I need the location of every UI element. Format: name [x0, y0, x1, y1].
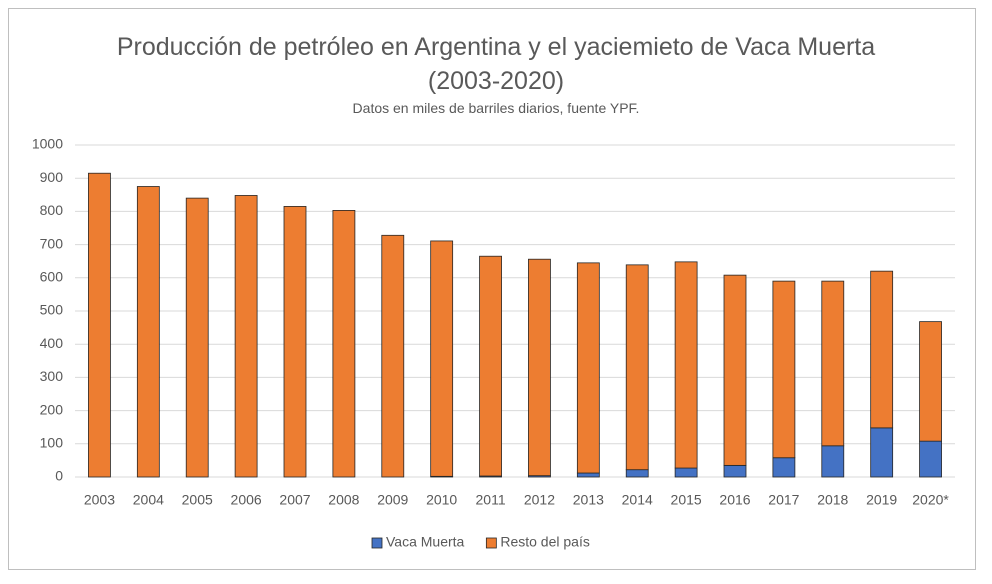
x-tick-label: 2007 — [279, 492, 310, 508]
x-tick-label: 2012 — [524, 492, 555, 508]
x-tick-label: 2011 — [476, 492, 506, 508]
bar-segment — [625, 469, 649, 478]
chart-subtitle: Datos en miles de barriles diarios, fuen… — [352, 100, 640, 116]
bar-segment — [234, 195, 258, 478]
x-tick-label: 2015 — [671, 492, 702, 508]
bar-segment — [576, 262, 600, 474]
bar-segment — [821, 445, 845, 478]
x-tick-label: 2010 — [426, 492, 457, 508]
x-tick-label: 2016 — [719, 492, 750, 508]
bar-segment — [772, 457, 796, 478]
y-tick-label: 1000 — [32, 136, 63, 152]
y-tick-label: 400 — [40, 335, 64, 351]
bar-segment — [528, 258, 551, 477]
x-tick-label: 2014 — [622, 492, 653, 508]
bar-segment — [870, 427, 894, 478]
y-tick-label: 200 — [40, 401, 64, 417]
bar-segment — [283, 206, 307, 478]
y-tick-label: 500 — [40, 302, 64, 318]
bar-segment — [772, 280, 796, 459]
x-tick-label: 2005 — [182, 492, 213, 508]
x-tick-label: 2020* — [912, 492, 949, 508]
y-tick-label: 800 — [40, 202, 64, 218]
bar-segment — [674, 467, 698, 478]
legend-label: Vaca Muerta — [386, 534, 465, 550]
bar-segment — [576, 472, 600, 478]
bar-segment — [821, 280, 845, 447]
x-tick-label: 2009 — [377, 492, 408, 508]
bar-segment — [381, 234, 405, 478]
x-tick-label: 2006 — [231, 492, 262, 508]
y-tick-label: 900 — [40, 169, 64, 185]
legend-label: Resto del país — [500, 534, 590, 550]
bar-segment — [185, 197, 209, 478]
x-tick-label: 2008 — [328, 492, 359, 508]
y-tick-label: 700 — [40, 235, 64, 251]
bar-segment — [332, 210, 356, 478]
bar-segment — [870, 270, 894, 429]
y-tick-label: 300 — [40, 368, 64, 384]
legend-swatch — [371, 537, 383, 549]
chart-title: Producción de petróleo en Argentina y el… — [116, 33, 876, 95]
bar-segment — [723, 274, 747, 466]
x-tick-label: 2004 — [133, 492, 164, 508]
y-tick-label: 600 — [40, 269, 64, 285]
y-tick-label: 0 — [55, 468, 63, 484]
bar-segment — [919, 440, 942, 478]
bar-segment — [723, 464, 747, 478]
x-tick-label: 2003 — [84, 492, 115, 508]
legend-swatch — [485, 537, 497, 549]
x-tick-label: 2018 — [817, 492, 848, 508]
chart-frame — [8, 8, 976, 570]
x-tick-label: 2019 — [866, 492, 897, 508]
bar-segment — [430, 240, 454, 477]
bar-segment — [479, 255, 502, 477]
y-tick-label: 100 — [40, 435, 64, 451]
bar-segment — [674, 261, 698, 469]
bar-segment — [919, 321, 942, 442]
x-tick-label: 2013 — [573, 492, 604, 508]
bar-segment — [88, 172, 111, 478]
bar-segment — [625, 264, 649, 471]
x-tick-label: 2017 — [768, 492, 799, 508]
bar-segment — [136, 186, 160, 478]
